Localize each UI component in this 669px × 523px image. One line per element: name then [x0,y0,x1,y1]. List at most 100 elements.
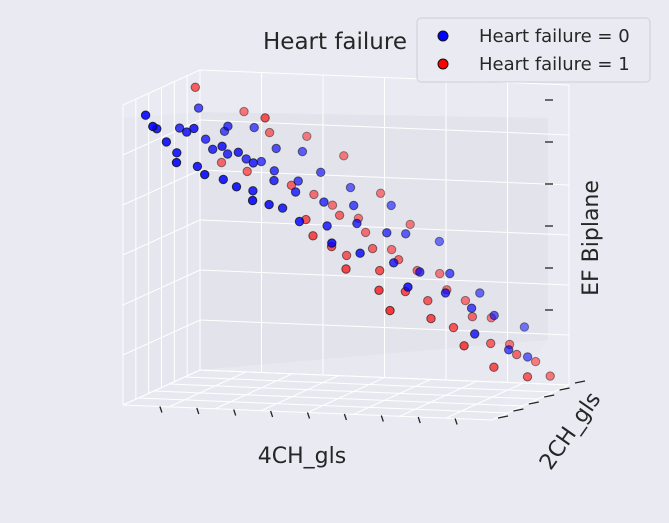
data-point-series-0 [466,303,477,313]
data-point-series-0 [294,216,305,227]
legend-marker-series-0 [437,30,449,42]
data-point-series-1 [459,341,469,351]
back-pane [200,112,548,370]
x-axis-tick [417,416,421,424]
data-point-series-1 [460,295,471,306]
data-points [140,82,555,382]
data-point-series-0 [519,322,530,332]
data-point-series-1 [242,166,252,177]
data-point-series-0 [148,121,158,132]
data-point-series-1 [405,219,415,230]
data-point-series-1 [512,349,522,360]
data-point-series-0 [174,123,185,133]
data-point-series-0 [264,199,274,210]
data-point-series-1 [190,82,201,93]
data-point-series-0 [504,345,514,355]
grid-line-floor-y [138,397,508,414]
data-point-series-0 [248,158,259,168]
data-point-series-0 [475,288,485,298]
data-point-series-1 [423,296,433,306]
x-axis-tick [159,406,163,413]
data-point-series-0 [415,267,425,277]
data-point-series-1 [302,131,312,142]
data-point-series-1 [386,244,397,255]
y-axis-tick [559,387,570,391]
data-point-series-0 [140,110,151,120]
data-point-series-0 [345,182,356,193]
data-point-series-0 [322,221,332,231]
z-axis-label: EF Biplane [579,180,604,296]
x-axis-tick [454,418,458,425]
data-point-series-1 [264,127,275,138]
data-point-series-1 [530,356,541,367]
y-axis-tick [513,408,524,412]
grid-line-back-horizontal [199,119,570,136]
legend-marker-series-1 [437,58,449,70]
data-point-series-1 [385,305,395,316]
x-axis-tick [343,413,348,421]
data-point-series-1 [260,113,270,123]
data-point-series-0 [271,143,281,154]
data-point-series-1 [545,371,555,381]
data-point-series-0 [277,203,288,213]
data-point-series-1 [360,227,371,238]
data-point-series-0 [192,161,203,172]
legend: Heart failure = 0 Heart failure = 1 [416,17,651,83]
grid-line-floor-x [491,384,570,421]
data-point-series-0 [247,195,258,206]
axis-ticks [159,99,586,425]
data-point-series-0 [316,167,326,178]
data-point-series-0 [386,200,396,211]
data-point-series-0 [231,182,242,192]
x-axis-tick [233,409,237,416]
y-axis-tick [497,415,509,419]
grid-line-floor-x [215,373,293,410]
data-point-series-0 [248,186,258,196]
data-point-series-1 [489,362,499,372]
data-point-series-0 [161,137,172,147]
x-axis-tick [380,415,384,422]
data-point-series-1 [216,157,227,168]
data-point-series-0 [382,228,392,238]
data-point-series-0 [269,175,279,186]
data-point-series-0 [319,197,329,207]
data-point-series-0 [233,147,244,158]
data-point-series-0 [445,268,455,279]
data-point-series-0 [222,149,233,159]
grid-line-floor-x [168,371,247,408]
data-point-series-1 [341,264,351,274]
data-point-series-1 [309,189,319,200]
data-point-series-0 [470,329,480,339]
data-point-series-0 [522,352,533,362]
data-point-series-1 [522,372,533,382]
data-point-series-0 [171,157,182,168]
grid-line-floor-y [199,369,570,386]
grid-line-floor-x [122,369,201,406]
data-point-series-0 [290,187,301,197]
chart-title: Heart failure [263,29,407,55]
data-point-series-0 [172,148,182,158]
data-point-series-0 [327,238,337,248]
data-point-series-0 [403,282,413,292]
grid-lines [122,69,570,421]
grid-line-left-horizontal [122,119,201,156]
grid-line-floor-x [307,377,385,413]
data-point-series-1 [367,243,378,254]
data-point-series-1 [375,265,385,276]
data-point-series-1 [327,200,338,210]
x-axis-tick [196,407,200,415]
y-axis-label: 2CH_gls [535,388,606,475]
x-axis-label: 4CH_gls [258,444,346,469]
grid-line-floor-x [399,380,477,417]
grid-line-floor-y [184,376,554,393]
data-point-series-0 [401,229,411,239]
data-point-series-0 [189,123,199,134]
data-point-series-0 [249,122,259,133]
data-point-series-1 [339,151,349,161]
x-axis-tick [306,412,311,419]
grid-line-floor-x [261,375,339,412]
data-point-series-1 [426,313,436,324]
data-point-series-0 [293,176,303,186]
